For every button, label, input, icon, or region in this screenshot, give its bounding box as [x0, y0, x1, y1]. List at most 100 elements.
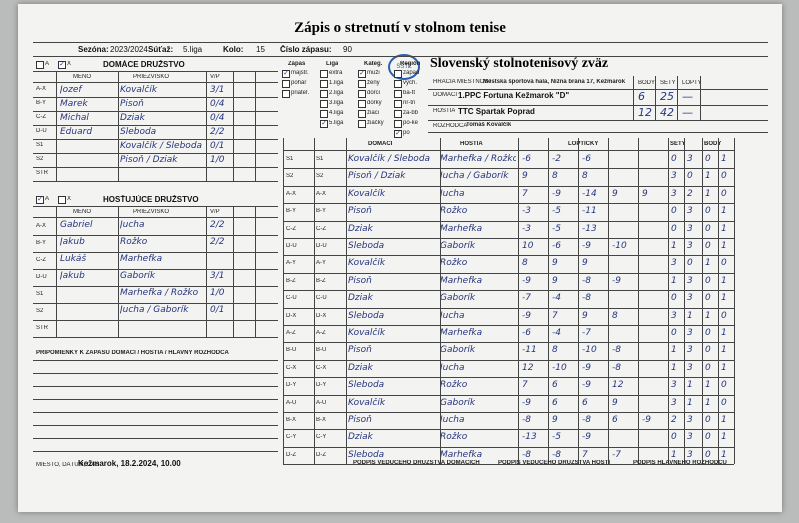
team-choice: A [45, 196, 50, 202]
set-score: 3 [687, 449, 693, 460]
rule [283, 412, 734, 413]
home-club: 1.PPC Fortuna Kežmarok "D" [458, 91, 570, 100]
point-score: 0 [705, 432, 711, 443]
checkbox [58, 196, 66, 204]
guest-player: Jucha [440, 310, 465, 321]
home-player: Kovalčík [348, 258, 386, 269]
match-code: D-X [316, 312, 327, 319]
sign-home-label: PODPIS VEDÚCEHO DRUŽSTVA DOMÁCICH [353, 460, 480, 466]
point-score: 0 [705, 293, 711, 304]
guest-player: Gaborík [440, 345, 476, 356]
match-code: D-Y [316, 382, 327, 389]
point-score: 1 [721, 241, 727, 251]
point-score: 0 [705, 345, 711, 356]
total-column: LOPTY [682, 80, 702, 86]
rule [283, 272, 734, 274]
ball-score: -8 [582, 293, 591, 304]
ball-score: -8 [552, 449, 561, 460]
row-code: C-Z [36, 256, 46, 263]
competition-label: Súťaž: [148, 45, 174, 54]
last-name: Šleboda [120, 127, 157, 137]
win-loss: 1/0 [210, 155, 225, 165]
set-score: 3 [671, 171, 677, 182]
option-label: priateľ. [291, 90, 310, 96]
option-label: 5.liga [329, 120, 344, 126]
point-score: 1 [721, 415, 727, 425]
point-score: 1 [721, 345, 727, 356]
match-code: A-Z [316, 330, 326, 336]
ball-score: 8 [552, 345, 558, 356]
rule [33, 399, 278, 400]
home-player: Šleboda [348, 449, 385, 460]
match-code: C-X [286, 364, 297, 371]
rule [314, 138, 315, 465]
rule [33, 97, 278, 98]
ball-score: -5 [552, 432, 561, 443]
guest-player: Marhefka [440, 449, 483, 460]
column-header: MENO [73, 209, 91, 215]
match-code: B-Z [316, 277, 326, 284]
rule [283, 290, 734, 292]
set-score: 0 [671, 206, 677, 217]
match-code: B-U [316, 347, 327, 354]
match-code: S1 [286, 156, 294, 162]
home-player: Dziak [348, 223, 373, 234]
win-loss: 3/1 [210, 271, 225, 281]
row-code: S2 [36, 156, 44, 162]
ball-score: -8 [612, 362, 621, 373]
match-code: A-U [316, 399, 327, 406]
set-score: 3 [671, 188, 677, 199]
home-player: Kovalčík / Šleboda [348, 154, 431, 164]
guest-player: Gaborík [440, 241, 476, 251]
rule [655, 76, 656, 120]
ball-score: -9 [612, 275, 621, 286]
point-score: 1 [705, 188, 711, 199]
ball-score: 9 [552, 415, 558, 425]
rule [118, 206, 119, 337]
first-name: Jozef [60, 85, 82, 95]
ball-score: -11 [522, 345, 537, 356]
last-name: Jucha / Gaborík [120, 305, 189, 315]
ball-score: 8 [552, 171, 558, 182]
set-score: 3 [671, 310, 677, 321]
match-code: C-Y [316, 434, 327, 441]
rule [518, 138, 519, 465]
ball-score: 9 [552, 275, 558, 286]
match-code: A-U [286, 399, 297, 406]
point-score: 0 [705, 362, 711, 373]
rule [33, 373, 278, 374]
set-score: 1 [687, 380, 693, 391]
ball-score: 9 [612, 188, 618, 199]
rule [668, 138, 669, 465]
logo: SSTZ [388, 54, 420, 80]
checkbox [394, 100, 402, 108]
ball-score: 9 [552, 258, 558, 269]
ball-score: -9 [642, 415, 651, 425]
last-name: Kovalčík [120, 85, 158, 95]
row-code: C-Z [36, 114, 46, 120]
checkbox [320, 90, 328, 98]
set-score: 3 [671, 258, 677, 269]
match-code: C-Y [286, 434, 297, 441]
match-code: B-Z [286, 277, 296, 284]
rule [255, 206, 256, 337]
rule [33, 303, 278, 304]
group-title: Zápas [288, 61, 306, 67]
team-choice: X [67, 196, 72, 202]
match-code: B-X [316, 417, 327, 423]
point-score: 1 [721, 328, 727, 338]
set-score: 0 [687, 258, 693, 269]
checkbox [358, 90, 366, 98]
set-score: 3 [671, 397, 677, 408]
row-code: STR [36, 324, 48, 331]
last-name: Jucha [120, 220, 145, 230]
rule [33, 425, 278, 426]
ball-score: 8 [522, 258, 528, 269]
win-loss: 2/2 [210, 237, 225, 247]
competition: 5.liga [183, 45, 203, 54]
set-score: 2 [671, 415, 677, 425]
rule [118, 71, 119, 181]
point-score: 0 [705, 449, 711, 460]
season: 2023/2024 [110, 45, 148, 54]
home-player: Kovalčík [348, 397, 386, 408]
